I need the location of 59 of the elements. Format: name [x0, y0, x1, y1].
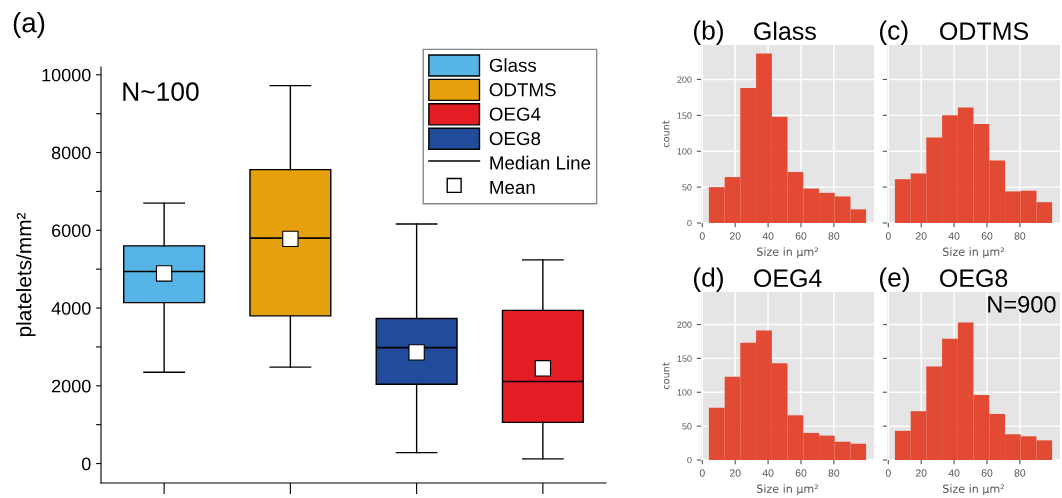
chart-title: Glass — [754, 21, 816, 41]
y-tick-label: 50 — [682, 184, 692, 191]
y-tick-label: 0 — [687, 456, 692, 464]
x-tick-label: 80 — [828, 469, 840, 477]
annotation: N~100 — [123, 82, 199, 101]
annotation: Median Line — [490, 155, 591, 170]
y-tick-label: 100 — [677, 389, 692, 396]
x-tick-label: 0 — [699, 232, 705, 240]
y-axis-title: count — [662, 362, 670, 390]
y-tick-label: 4000 — [51, 301, 91, 315]
x-tick-label: 60 — [981, 469, 993, 477]
annotation: Mean — [490, 180, 535, 195]
x-tick-label: 80 — [1014, 469, 1026, 477]
text: (c) — [879, 20, 908, 45]
text: (e) — [879, 267, 909, 292]
x-axis-title: Size in μm² — [943, 484, 1004, 496]
x-tick-label: 20 — [729, 232, 741, 240]
chart-title: OEG8 — [940, 269, 1008, 288]
y-axis-title: platelets/mm² — [16, 212, 36, 337]
chart-title: OEG4 — [754, 269, 822, 288]
chart-title: ODTMS — [940, 22, 1029, 41]
y-tick-label: 8000 — [51, 146, 91, 160]
y-tick-label: 150 — [677, 355, 692, 362]
y-tick-label: 6000 — [52, 224, 91, 238]
y-tick-label: 150 — [677, 112, 692, 119]
text: (b) — [693, 20, 723, 45]
x-tick-label: 40 — [762, 232, 774, 240]
text: (a) — [13, 12, 45, 38]
legend-label: ODTMS — [489, 83, 556, 97]
x-tick-label: 80 — [1014, 232, 1026, 240]
y-axis-title: count — [662, 120, 670, 148]
x-tick-label: 0 — [885, 232, 891, 240]
annotation: N=900 — [988, 295, 1056, 313]
y-tick-label: 200 — [677, 76, 692, 83]
x-tick-label: 40 — [948, 232, 960, 240]
x-tick-label: 20 — [729, 469, 741, 477]
x-tick-label: 0 — [699, 469, 705, 477]
x-tick-label: 60 — [981, 232, 993, 240]
y-tick-label: 200 — [677, 321, 692, 328]
x-tick-label: 60 — [795, 469, 807, 477]
x-tick-label: 0 — [885, 469, 891, 477]
legend-label: Glass — [489, 58, 537, 72]
x-axis-title: Size in μm² — [943, 247, 1004, 259]
x-tick-label: 20 — [915, 232, 927, 240]
x-tick-label: 80 — [828, 232, 840, 240]
x-axis-title: Size in μm² — [757, 247, 818, 259]
x-axis-title: Size in μm² — [757, 484, 818, 496]
y-tick-label: 10000 — [42, 68, 91, 82]
legend-label: OEG8 — [489, 131, 541, 146]
x-tick-label: 40 — [948, 469, 960, 477]
y-tick-label: 0 — [687, 219, 692, 227]
text: (d) — [693, 267, 723, 292]
y-tick-label: 2000 — [52, 379, 91, 393]
x-tick-label: 20 — [915, 469, 927, 477]
y-tick-label: 50 — [682, 423, 692, 430]
x-tick-label: 60 — [795, 232, 807, 240]
legend-label: OEG4 — [489, 107, 541, 121]
x-tick-label: 40 — [762, 469, 774, 477]
y-tick-label: 100 — [677, 148, 692, 155]
